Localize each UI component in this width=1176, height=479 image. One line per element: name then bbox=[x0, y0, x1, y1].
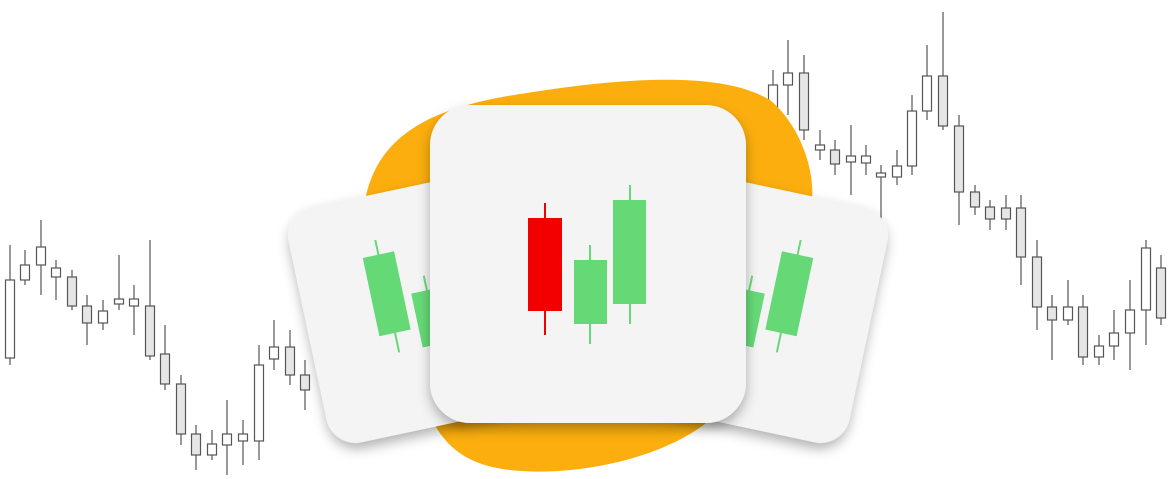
candle-body bbox=[221, 433, 233, 446]
candle-body bbox=[50, 267, 62, 278]
candle-body bbox=[782, 72, 794, 86]
candle-body bbox=[299, 374, 311, 391]
candle-body bbox=[798, 72, 810, 131]
candle-body bbox=[937, 75, 949, 127]
candle-body bbox=[35, 246, 47, 266]
candle-body bbox=[19, 264, 31, 281]
candle-body bbox=[1124, 309, 1136, 334]
candle-body bbox=[1000, 207, 1012, 220]
candle-body bbox=[268, 346, 280, 360]
candle-body bbox=[190, 433, 202, 456]
candle-body bbox=[845, 155, 857, 163]
candle-body bbox=[921, 75, 933, 112]
candle-body bbox=[860, 155, 872, 164]
candle-body bbox=[237, 433, 249, 442]
candle-body bbox=[253, 364, 265, 442]
candle-body bbox=[81, 305, 93, 324]
candle-body bbox=[128, 298, 140, 307]
candle-body bbox=[4, 279, 16, 359]
candle-body bbox=[953, 125, 965, 193]
candle-body bbox=[97, 310, 109, 324]
candle-body bbox=[1140, 247, 1152, 311]
center-card bbox=[430, 105, 746, 423]
candle-body bbox=[159, 353, 171, 385]
candle-body bbox=[1093, 345, 1105, 358]
candle-body bbox=[66, 276, 78, 307]
candle-body bbox=[814, 144, 826, 151]
candle-body bbox=[1062, 306, 1074, 321]
candle-body bbox=[144, 305, 156, 357]
candle-body bbox=[1155, 267, 1167, 319]
candle-body bbox=[1015, 207, 1027, 258]
candle-body bbox=[1077, 306, 1089, 358]
candle-body bbox=[829, 149, 841, 165]
candle-body bbox=[875, 172, 887, 178]
background-candles bbox=[4, 12, 1167, 475]
candle-body bbox=[206, 443, 218, 456]
candle-body bbox=[175, 383, 187, 435]
candle-body bbox=[1108, 332, 1120, 347]
candle-body bbox=[1031, 256, 1043, 308]
candle-body bbox=[984, 206, 996, 220]
candle-body bbox=[284, 346, 296, 376]
candle-body bbox=[969, 191, 981, 208]
candle-body bbox=[113, 298, 125, 305]
candle-body bbox=[906, 110, 918, 167]
candle-body bbox=[1046, 306, 1058, 321]
candle-body bbox=[891, 165, 903, 178]
